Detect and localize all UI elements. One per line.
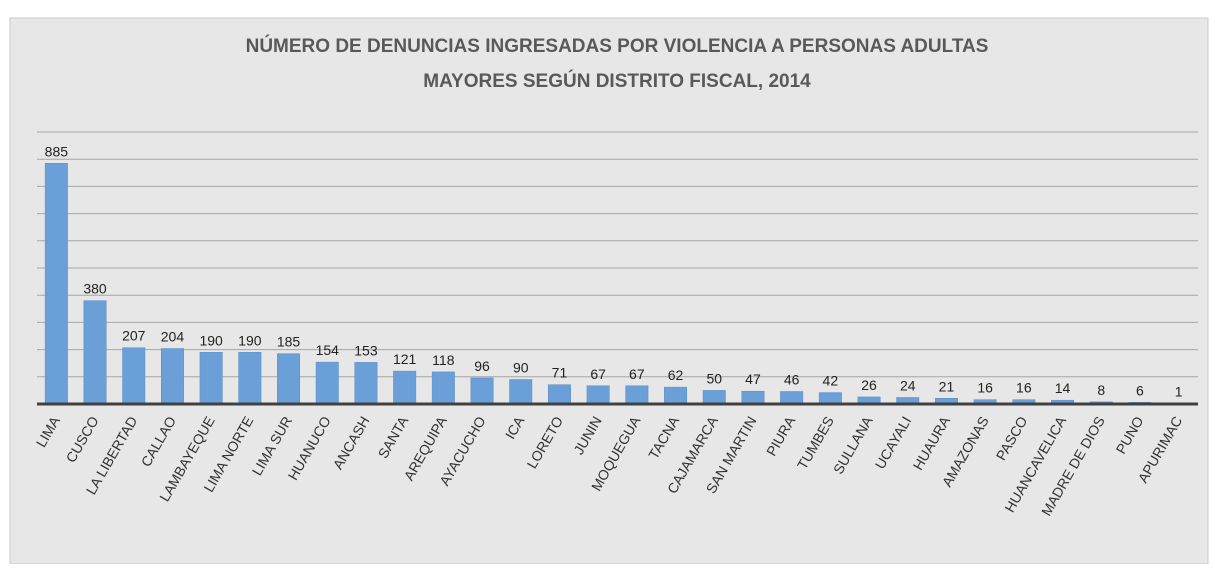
bar (510, 380, 532, 404)
data-label: 8 (1097, 382, 1105, 398)
data-label: 67 (590, 366, 606, 382)
data-label: 1 (1175, 384, 1183, 400)
data-label: 67 (629, 366, 645, 382)
bar (664, 387, 686, 404)
data-label: 26 (861, 377, 877, 393)
bar (471, 378, 493, 404)
data-label: 207 (122, 328, 146, 344)
bar (587, 386, 609, 404)
data-label: 62 (668, 367, 684, 383)
data-label: 96 (474, 358, 490, 374)
data-label: 14 (1055, 380, 1071, 396)
bar (393, 371, 415, 404)
chart-title: NÚMERO DE DENUNCIAS INGRESADAS POR VIOLE… (246, 35, 989, 57)
bar (239, 352, 261, 404)
bar (316, 362, 338, 404)
data-label: 118 (432, 352, 455, 368)
data-label: 154 (316, 342, 340, 358)
bar (123, 348, 145, 404)
bar (742, 391, 764, 404)
data-label: 190 (238, 332, 262, 348)
bar (780, 391, 802, 404)
data-label: 21 (939, 378, 955, 394)
bar (626, 386, 648, 404)
bar (548, 385, 570, 404)
data-label: 190 (199, 332, 223, 348)
bar (200, 352, 222, 404)
bar (432, 372, 454, 404)
data-label: 16 (1016, 380, 1032, 396)
data-label: 204 (161, 329, 185, 345)
data-label: 90 (513, 360, 529, 376)
data-label: 71 (552, 365, 568, 381)
bar (45, 163, 67, 404)
data-label: 16 (977, 380, 993, 396)
bar (84, 301, 106, 404)
data-label: 885 (45, 143, 69, 159)
bar (355, 362, 377, 404)
data-label: 185 (277, 334, 301, 350)
bar (819, 393, 841, 404)
bar (277, 354, 299, 404)
data-label: 42 (823, 373, 839, 389)
data-label: 121 (393, 351, 417, 367)
data-label: 47 (745, 371, 761, 387)
data-label: 380 (83, 281, 107, 297)
bar (703, 390, 725, 404)
data-label: 46 (784, 371, 800, 387)
data-label: 50 (706, 370, 722, 386)
bar (161, 349, 183, 404)
data-label: 24 (900, 377, 916, 393)
data-label: 6 (1136, 382, 1144, 398)
chart-title: MAYORES SEGÚN DISTRITO FISCAL, 2014 (423, 70, 811, 92)
data-label: 153 (354, 342, 378, 358)
